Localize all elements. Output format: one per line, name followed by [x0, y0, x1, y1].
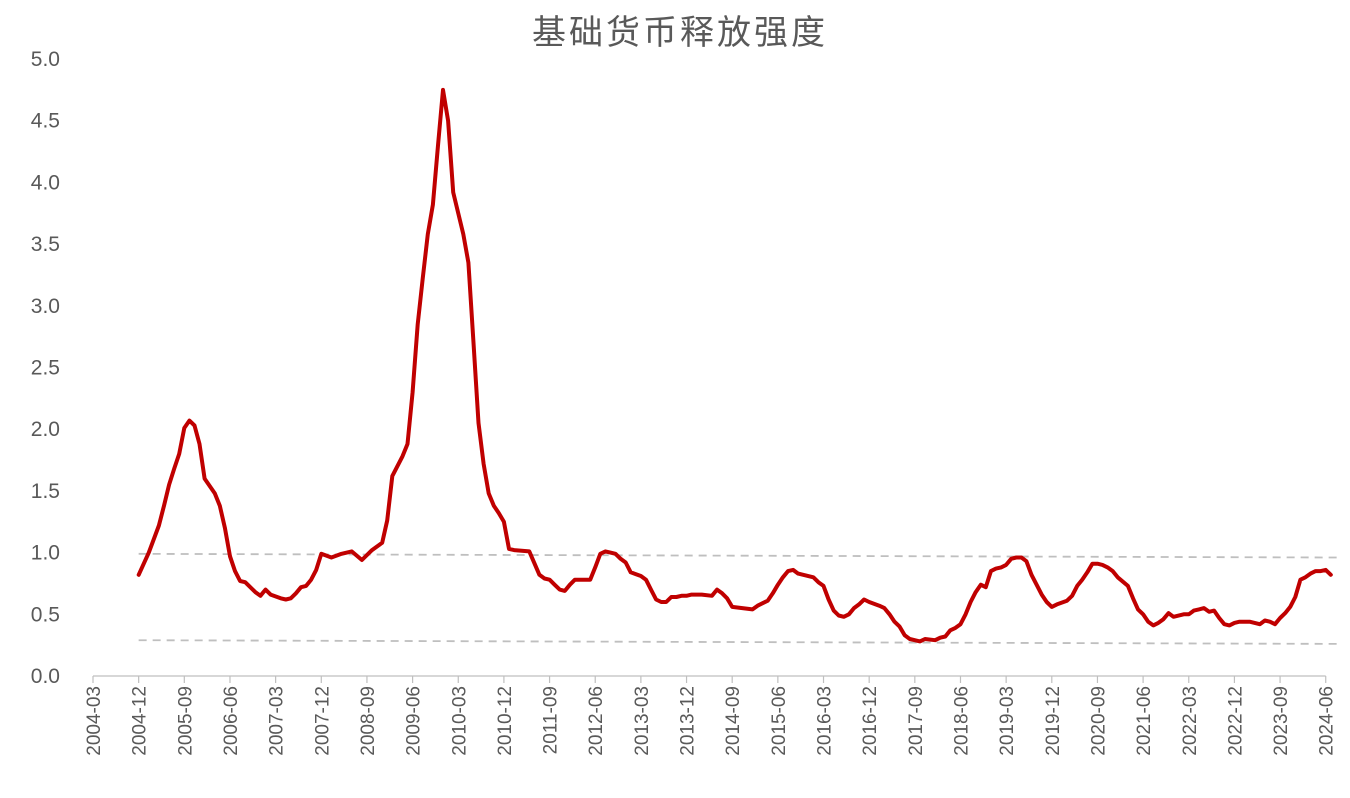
- x-tick-label: 2016-03: [815, 686, 836, 756]
- series-line: [136, 87, 1333, 644]
- x-tick-label: 2020-09: [1088, 686, 1109, 756]
- x-tick-label: 2014-09: [723, 686, 744, 756]
- x-tick-label: 2008-09: [358, 686, 379, 756]
- x-tick-label: 2016-12: [860, 686, 881, 756]
- x-tick-label: 2024-06: [1317, 686, 1338, 756]
- x-tick-label: 2022-12: [1225, 686, 1246, 756]
- x-tick-label: 2013-03: [632, 686, 653, 756]
- x-tick-label: 2018-06: [951, 686, 972, 756]
- x-tick-label: 2012-06: [586, 686, 607, 756]
- x-tick-label: 2023-09: [1271, 686, 1292, 756]
- y-tick-label: 1.5: [31, 480, 60, 503]
- y-tick-label: 3.5: [31, 233, 60, 256]
- x-tick-label: 2015-06: [769, 686, 790, 756]
- chart-title: 基础货币释放强度: [532, 13, 828, 53]
- x-tick-label: 2007-03: [267, 686, 288, 756]
- x-tick-label: 2019-03: [997, 686, 1018, 756]
- x-tick-label: 2010-03: [449, 686, 470, 756]
- x-tick-label: 2010-12: [495, 686, 516, 756]
- x-tick-label: 2006-06: [221, 686, 242, 756]
- x-tick-label: 2004-03: [84, 686, 105, 756]
- series-layer: [136, 87, 1333, 644]
- y-tick-label: 2.0: [31, 418, 60, 441]
- x-tick-label: 2005-09: [175, 686, 196, 756]
- x-tick-label: 2013-12: [678, 686, 699, 756]
- y-tick-label: 0.0: [31, 665, 60, 688]
- y-axis-ticks: 0.0 0.5 1.0 1.5 2.0 2.5 3.0 3.5 4.0 4.5 5.0: [31, 48, 60, 688]
- x-tick-label: 2017-09: [906, 686, 927, 756]
- x-tick-label: 2022-03: [1180, 686, 1201, 756]
- x-tick-label: 2019-12: [1043, 686, 1064, 756]
- y-tick-label: 5.0: [31, 48, 60, 71]
- y-tick-label: 4.5: [31, 110, 60, 133]
- x-axis-ticks: 2004-03 2004-12 2005-09 2006-06 2007-03 2007-…: [84, 676, 1338, 756]
- x-tick-label: 2011-09: [541, 686, 562, 754]
- x-tick-label: 2007-12: [312, 686, 333, 756]
- y-tick-label: 0.5: [31, 603, 60, 626]
- x-tick-label: 2004-12: [130, 686, 151, 756]
- y-tick-label: 2.5: [31, 357, 60, 380]
- y-tick-label: 1.0: [31, 542, 60, 565]
- y-tick-label: 4.0: [31, 171, 60, 194]
- x-tick-label: 2021-06: [1134, 686, 1155, 756]
- reference-line: [138, 639, 1341, 645]
- y-tick-label: 3.0: [31, 295, 60, 318]
- x-tick-label: 2009-06: [404, 686, 425, 756]
